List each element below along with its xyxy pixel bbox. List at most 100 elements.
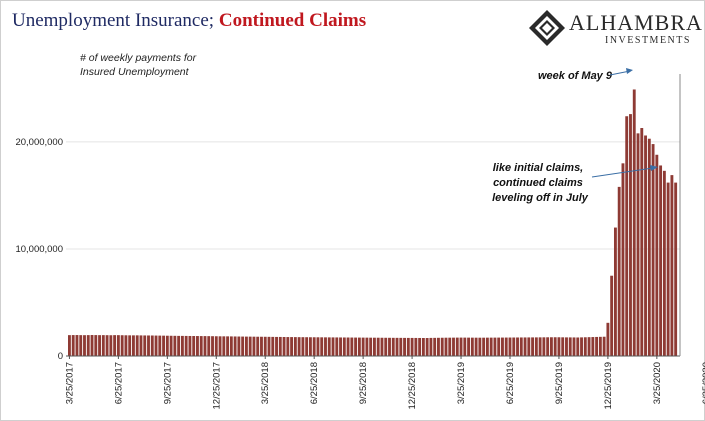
- bar: [512, 337, 516, 356]
- bar: [79, 335, 83, 356]
- annotation-leveling-arrow: [591, 167, 654, 178]
- bar: [297, 337, 301, 356]
- bar: [395, 337, 399, 356]
- bar: [101, 335, 105, 356]
- bar: [501, 337, 504, 356]
- bar: [98, 335, 101, 356]
- bar: [180, 335, 184, 356]
- bar: [440, 337, 444, 356]
- y-tick-label: 0: [58, 351, 63, 362]
- bar: [335, 337, 339, 356]
- bar: [165, 335, 169, 356]
- bar: [278, 336, 282, 356]
- bar: [516, 337, 519, 356]
- bar: [173, 335, 177, 356]
- bar: [305, 337, 309, 356]
- annotation-leveling-line1: like initial claims,: [493, 162, 584, 174]
- bar: [587, 337, 591, 356]
- bar: [83, 335, 86, 356]
- bar: [342, 337, 346, 356]
- bar: [610, 275, 614, 356]
- bar: [651, 144, 655, 356]
- bar: [316, 337, 320, 356]
- bar: [467, 337, 471, 356]
- bar: [86, 335, 90, 356]
- bar: [519, 337, 523, 356]
- bar: [418, 337, 422, 356]
- bar: [116, 335, 120, 356]
- bar: [222, 336, 226, 356]
- bar: [75, 335, 79, 356]
- bar: [508, 337, 512, 356]
- logo-subtitle: INVESTMENTS: [605, 35, 691, 46]
- bar: [376, 337, 380, 356]
- bar: [135, 335, 139, 356]
- x-tick-label: 3/25/2018: [260, 362, 271, 404]
- bar: [625, 116, 629, 357]
- bar: [621, 163, 625, 356]
- bar: [192, 336, 196, 356]
- bar: [211, 336, 214, 356]
- bar: [595, 336, 599, 356]
- bar: [474, 337, 478, 356]
- bar: [357, 337, 361, 356]
- bar: [90, 335, 94, 356]
- annotation-leveling-line2: continued claims: [493, 177, 583, 189]
- bar: [546, 337, 550, 356]
- bar: [109, 335, 113, 356]
- bar: [282, 337, 286, 356]
- bar: [293, 337, 297, 356]
- bar: [169, 335, 173, 356]
- bar: [275, 336, 278, 356]
- bar: [437, 337, 440, 356]
- bar: [271, 336, 275, 356]
- bar: [218, 336, 222, 356]
- annotation-leveling-arrowhead: [650, 165, 658, 171]
- bar: [331, 337, 335, 356]
- bar: [184, 335, 188, 356]
- annotation-top-left-line1: # of weekly payments for: [80, 52, 197, 64]
- bar: [399, 337, 403, 356]
- bar: [105, 335, 109, 356]
- bar: [301, 337, 305, 356]
- bar: [659, 165, 663, 356]
- bar: [557, 337, 561, 356]
- bar: [591, 337, 595, 356]
- bar: [260, 336, 263, 356]
- x-tick-label: 3/25/2019: [456, 362, 467, 404]
- bar: [188, 335, 192, 356]
- x-tick-label: 6/25/2019: [505, 362, 516, 404]
- bar: [598, 336, 602, 356]
- y-tick-label: 10,000,000: [15, 244, 63, 255]
- bar: [350, 337, 354, 356]
- bar: [444, 337, 448, 356]
- bar: [662, 170, 666, 356]
- bar: [429, 337, 433, 356]
- bar: [68, 335, 71, 356]
- bar: [361, 337, 365, 356]
- bar: [384, 337, 388, 356]
- annotation-peak-arrowhead: [626, 68, 633, 74]
- chart-title-accent: Continued Claims: [218, 10, 367, 31]
- bar: [470, 337, 474, 356]
- bar: [666, 182, 670, 356]
- bar: [214, 336, 218, 356]
- bar: [617, 186, 621, 356]
- bar: [267, 336, 271, 356]
- bar: [229, 336, 233, 356]
- bar: [237, 336, 241, 356]
- y-tick-label: 20,000,000: [15, 137, 63, 148]
- bar: [504, 337, 508, 356]
- bar: [629, 114, 632, 356]
- bar: [365, 337, 369, 356]
- bar: [143, 335, 147, 356]
- bar: [534, 337, 538, 356]
- bar: [602, 336, 606, 356]
- bar: [308, 337, 312, 356]
- bar: [147, 335, 150, 356]
- bar: [497, 337, 501, 356]
- bar: [244, 336, 248, 356]
- bar: [632, 89, 636, 356]
- bar: [459, 337, 463, 356]
- bar: [203, 336, 207, 356]
